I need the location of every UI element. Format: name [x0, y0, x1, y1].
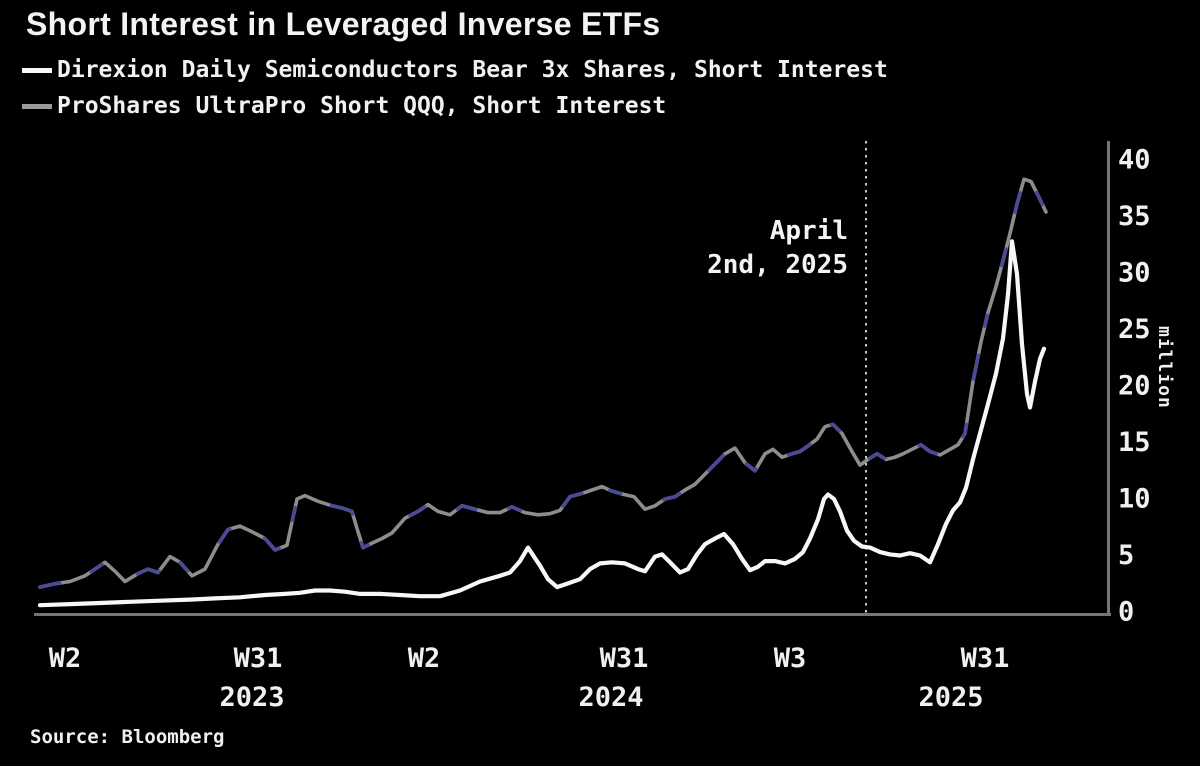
event-annotation: April 2nd, 2025	[707, 214, 848, 282]
y-tick-label: 35	[1118, 201, 1151, 232]
year-label: 2025	[918, 682, 983, 713]
y-tick-label: 30	[1118, 258, 1151, 289]
y-tick-label: 10	[1118, 484, 1151, 515]
x-tick-label: W31	[961, 643, 1010, 674]
x-tick-label: W31	[234, 643, 283, 674]
series-proshares-line	[38, 177, 1048, 589]
year-label: 2023	[219, 682, 284, 713]
event-annotation-line1: April	[769, 216, 848, 246]
proshares-line-swatch-icon	[22, 103, 52, 109]
x-tick-label: W2	[408, 643, 441, 674]
legend-item-proshares: ProShares UltraPro Short QQQ, Short Inte…	[22, 88, 888, 124]
x-tick-label: W3	[774, 643, 807, 674]
legend-item-direxion: Direxion Daily Semiconductors Bear 3x Sh…	[22, 52, 888, 88]
direxion-line-swatch-icon	[22, 67, 52, 73]
y-tick-label: 25	[1118, 314, 1151, 345]
y-axis-unit-label: million	[1154, 326, 1175, 409]
y-tick-label: 40	[1118, 145, 1151, 176]
x-tick-label: W31	[600, 643, 649, 674]
source-credit: Source: Bloomberg	[30, 726, 225, 748]
series-direxion-line	[37, 239, 1047, 608]
year-label: 2024	[578, 682, 643, 713]
x-tick-label: W2	[49, 643, 82, 674]
legend: Direxion Daily Semiconductors Bear 3x Sh…	[22, 52, 888, 124]
legend-label-direxion: Direxion Daily Semiconductors Bear 3x Sh…	[57, 57, 888, 83]
chart-title: Short Interest in Leveraged Inverse ETFs	[26, 6, 661, 42]
y-tick-label: 0	[1118, 597, 1134, 628]
legend-label-proshares: ProShares UltraPro Short QQQ, Short Inte…	[57, 93, 667, 119]
y-tick-label: 15	[1118, 427, 1151, 458]
y-tick-label: 5	[1118, 540, 1134, 571]
y-tick-label: 20	[1118, 371, 1151, 402]
series-proshares-accent-dashes	[38, 177, 1048, 589]
event-annotation-line2: 2nd, 2025	[707, 250, 848, 280]
